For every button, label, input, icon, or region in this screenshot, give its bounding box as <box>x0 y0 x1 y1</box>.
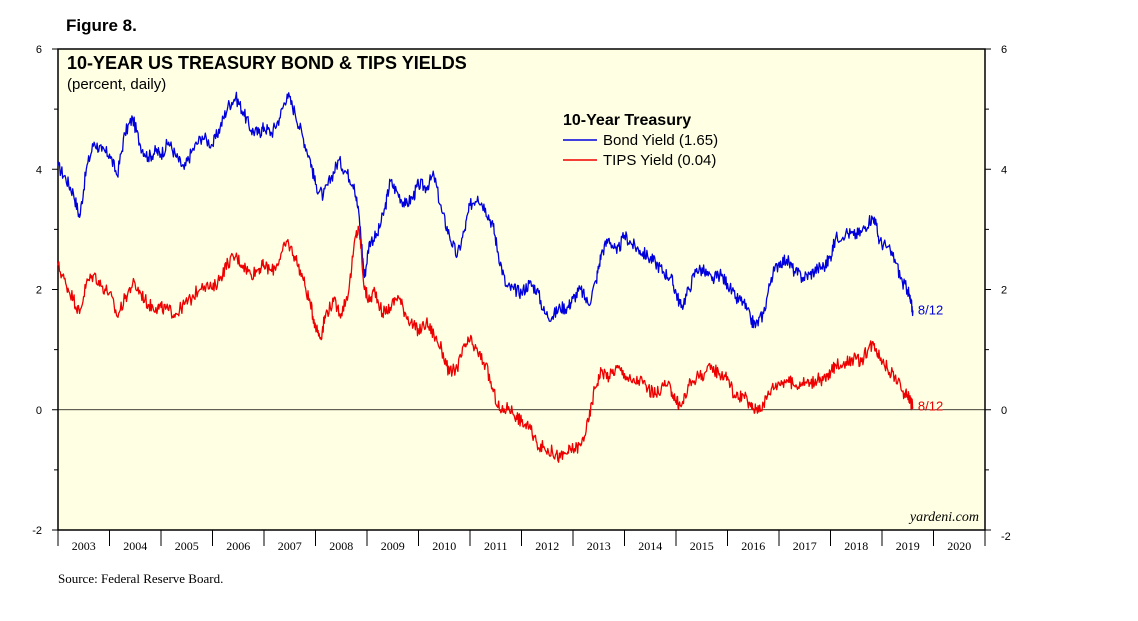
x-tick-label: 2020 <box>947 539 971 553</box>
x-tick-label: 2019 <box>896 539 920 553</box>
watermark: yardeni.com <box>908 510 979 525</box>
x-tick-label: 2017 <box>793 539 817 553</box>
x-tick-label: 2006 <box>226 539 250 553</box>
x-tick-label: 2008 <box>329 539 353 553</box>
legend-entry-tips-yield: TIPS Yield (0.04) <box>603 152 716 169</box>
x-tick-label: 2013 <box>587 539 611 553</box>
end-label-tips-yield: 8/12 <box>918 398 943 413</box>
y-tick-label-left: 6 <box>36 44 42 56</box>
y-tick-label-left: 4 <box>36 164 42 176</box>
x-tick-label: 2015 <box>690 539 714 553</box>
x-tick-label: 2003 <box>72 539 96 553</box>
x-tick-label: 2016 <box>741 539 765 553</box>
x-tick-label: 2007 <box>278 539 302 553</box>
series-line-tips-yield <box>57 225 914 463</box>
series-line-bond-yield <box>57 91 914 329</box>
x-tick-label: 2005 <box>175 539 199 553</box>
text-layer: -2 0 2 4 6 -2 0 2 4 6 2003 2004 2005 2006 2007 2008 2009… <box>32 44 1011 553</box>
x-tick-label: 2010 <box>432 539 456 553</box>
y-tick-label-left: 0 <box>36 405 42 417</box>
legend-title: 10-Year Treasury <box>563 112 691 129</box>
end-label-bond-yield: 8/12 <box>918 303 943 318</box>
legend-entry-bond-yield: Bond Yield (1.65) <box>603 132 718 149</box>
series-layer <box>57 91 914 463</box>
source-note: Source: Federal Reserve Board. <box>58 571 224 586</box>
y-tick-label-right: -2 <box>1001 531 1011 543</box>
y-tick-label-left: -2 <box>32 525 42 537</box>
x-tick-label: 2004 <box>123 539 147 553</box>
y-tick-label-right: 0 <box>1001 405 1007 417</box>
figure-label: Figure 8. <box>66 16 137 35</box>
plot-area <box>57 48 986 531</box>
y-tick-label-right: 6 <box>1001 44 1007 56</box>
chart-title: 10-YEAR US TREASURY BOND & TIPS YIELDS <box>67 53 467 73</box>
x-tick-label: 2009 <box>381 539 405 553</box>
y-tick-label-right: 2 <box>1001 285 1007 297</box>
x-tick-label: 2011 <box>484 539 508 553</box>
y-tick-label-right: 4 <box>1001 164 1007 176</box>
y-tick-label-left: 2 <box>36 285 42 297</box>
x-tick-label: 2018 <box>844 539 868 553</box>
axis-layer <box>52 48 991 546</box>
chart-subtitle: (percent, daily) <box>67 76 166 93</box>
x-tick-label: 2014 <box>638 539 662 553</box>
x-tick-label: 2012 <box>535 539 559 553</box>
